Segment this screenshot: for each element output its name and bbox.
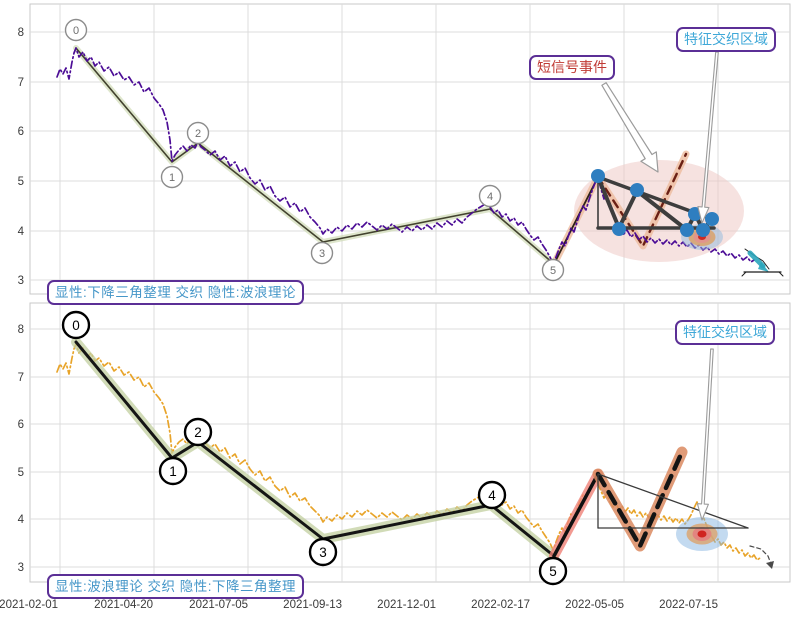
- end-mark-tick-right-top: [778, 271, 784, 277]
- price-line-top: [56, 47, 755, 265]
- svg-text:3: 3: [319, 248, 325, 260]
- hidden-wave-dashed-top: [596, 152, 688, 248]
- panel-bottom: [29, 302, 791, 583]
- svg-text:1: 1: [169, 172, 175, 184]
- svg-text:4: 4: [18, 514, 25, 526]
- hidden-wave-leg-top: [553, 176, 599, 265]
- svg-text:5: 5: [549, 564, 557, 579]
- explicit-wave-dashed-bottom: [595, 449, 685, 549]
- svg-text:2: 2: [194, 425, 202, 440]
- wave-number-circles-top: 0 1 2 3 4 5: [64, 18, 565, 282]
- caption-top-panel: 显性:下降三角整理 交织 隐性:波浪理论: [47, 280, 305, 305]
- white-arrow-feature-top: [697, 51, 719, 224]
- svg-text:2022-07-15: 2022-07-15: [659, 599, 718, 611]
- wave-number-circles-bottom: 0 1 2 3 4 5: [61, 310, 568, 586]
- svg-text:2021-07-05: 2021-07-05: [189, 599, 248, 611]
- svg-text:3: 3: [18, 562, 24, 574]
- end-mark-swoosh-head-top: [758, 262, 769, 272]
- ytick-labels-bottom: 8 7 6 5 4 3: [18, 324, 25, 574]
- wave-line-bottom-glow: [71, 337, 559, 561]
- svg-text:6: 6: [18, 419, 24, 431]
- explicit-wave-leg-bottom: [552, 472, 600, 558]
- white-arrow-feature-bottom: [696, 348, 714, 521]
- end-arrow-head-bottom: [766, 561, 774, 569]
- svg-text:2022-05-05: 2022-05-05: [565, 599, 624, 611]
- svg-text:0: 0: [72, 318, 80, 333]
- feature-zone-label-bottom: 特征交织区域: [675, 320, 775, 345]
- svg-text:2021-09-13: 2021-09-13: [283, 599, 342, 611]
- svg-text:3: 3: [319, 545, 327, 560]
- svg-text:3: 3: [18, 275, 24, 287]
- white-arrow-short-signal: [601, 82, 659, 173]
- svg-text:5: 5: [18, 467, 24, 479]
- svg-text:2022-02-17: 2022-02-17: [471, 599, 530, 611]
- svg-text:5: 5: [18, 176, 24, 188]
- svg-text:7: 7: [18, 372, 24, 384]
- svg-text:4: 4: [488, 488, 496, 503]
- svg-text:6: 6: [18, 126, 24, 138]
- ytick-labels-top: 8 7 6 5 4 3: [18, 27, 25, 287]
- grid-y-bottom: [30, 328, 790, 568]
- panel-top: [29, 3, 791, 295]
- svg-text:7: 7: [18, 77, 24, 89]
- bullseye-bottom-center: [697, 530, 707, 538]
- svg-text:1: 1: [169, 464, 177, 479]
- svg-text:0: 0: [73, 25, 79, 37]
- svg-text:2: 2: [195, 128, 201, 140]
- caption-bottom-panel: 显性:波浪理论 交织 隐性:下降三角整理: [47, 574, 305, 599]
- svg-text:2021-12-01: 2021-12-01: [377, 599, 436, 611]
- svg-text:5: 5: [550, 265, 556, 277]
- feature-zone-label-top: 特征交织区域: [676, 27, 776, 52]
- svg-text:2021-04-20: 2021-04-20: [94, 599, 153, 611]
- svg-text:4: 4: [487, 191, 493, 203]
- end-arrow-bottom: [749, 545, 772, 565]
- wave-line-top: [75, 47, 555, 265]
- xtick-labels: 2021-02-01 2021-04-20 2021-07-05 2021-09-13…: [0, 599, 718, 611]
- hidden-triangle-resistance-bottom: [597, 473, 749, 529]
- svg-text:4: 4: [18, 226, 25, 238]
- svg-text:2021-02-01: 2021-02-01: [0, 599, 58, 611]
- svg-text:8: 8: [18, 324, 24, 336]
- end-mark-tick-left-top: [741, 271, 747, 277]
- wave-line-top-glow: [73, 45, 557, 267]
- svg-text:8: 8: [18, 27, 24, 39]
- wave-line-bottom: [74, 340, 556, 558]
- short-signal-event-label: 短信号事件: [529, 55, 615, 80]
